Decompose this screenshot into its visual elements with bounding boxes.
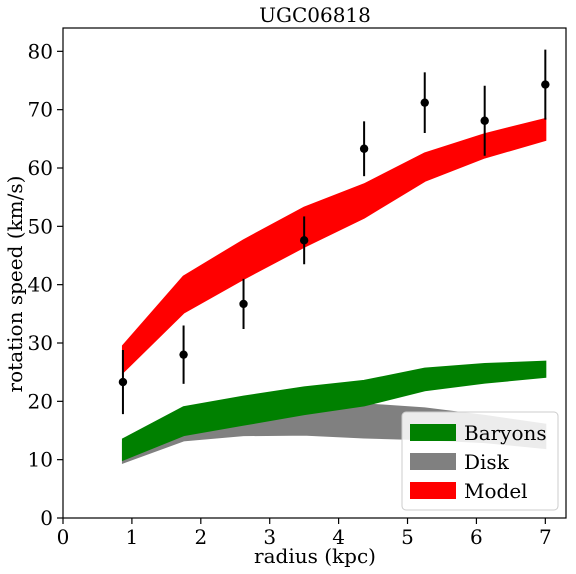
x-tick-label: 5 (401, 525, 414, 549)
data-point (118, 377, 128, 387)
legend-swatch (410, 424, 456, 441)
x-tick-label: 7 (539, 525, 552, 549)
legend-label: Disk (464, 450, 510, 474)
y-axis-label: rotation speed (km/s) (3, 176, 27, 393)
x-tick-label: 3 (263, 525, 276, 549)
y-tick-label: 70 (28, 98, 53, 122)
plot-frame (62, 27, 567, 519)
data-point (239, 299, 248, 309)
legend-swatch (410, 482, 456, 499)
observed-points-layer (118, 49, 550, 415)
x-tick-label: 1 (126, 525, 139, 549)
data-point (299, 236, 309, 245)
legend-label: Model (464, 479, 528, 503)
y-tick-label: 60 (28, 156, 53, 180)
x-axis: 0 1 2 3 4 5 6 7 (57, 518, 552, 549)
y-tick-label: 0 (40, 506, 53, 530)
x-tick-label: 2 (194, 525, 207, 549)
x-tick-label: 6 (470, 525, 483, 549)
y-tick-label: 30 (28, 331, 53, 355)
data-point (179, 350, 188, 359)
bands-layer (121, 117, 547, 465)
model-band (121, 117, 547, 375)
x-axis-label: radius (kpc) (254, 544, 376, 568)
data-point (541, 80, 550, 89)
data-point (480, 116, 489, 125)
legend-label: Baryons (464, 421, 547, 445)
x-tick-label: 0 (57, 525, 70, 549)
legend: Baryons Disk Model (401, 411, 559, 511)
y-tick-label: 50 (28, 214, 53, 238)
y-tick-label: 10 (28, 448, 53, 472)
y-tick-label: 80 (28, 39, 53, 63)
baryons-band (121, 360, 547, 462)
chart-title: UGC06818 (259, 3, 371, 27)
legend-swatch (410, 453, 456, 470)
y-tick-label: 20 (28, 389, 53, 413)
x-tick-label: 4 (332, 525, 345, 549)
data-point (359, 144, 369, 153)
y-tick-label: 40 (28, 273, 53, 297)
data-point (420, 98, 429, 107)
y-axis: 0 10 20 30 40 50 60 70 80 (28, 39, 63, 530)
